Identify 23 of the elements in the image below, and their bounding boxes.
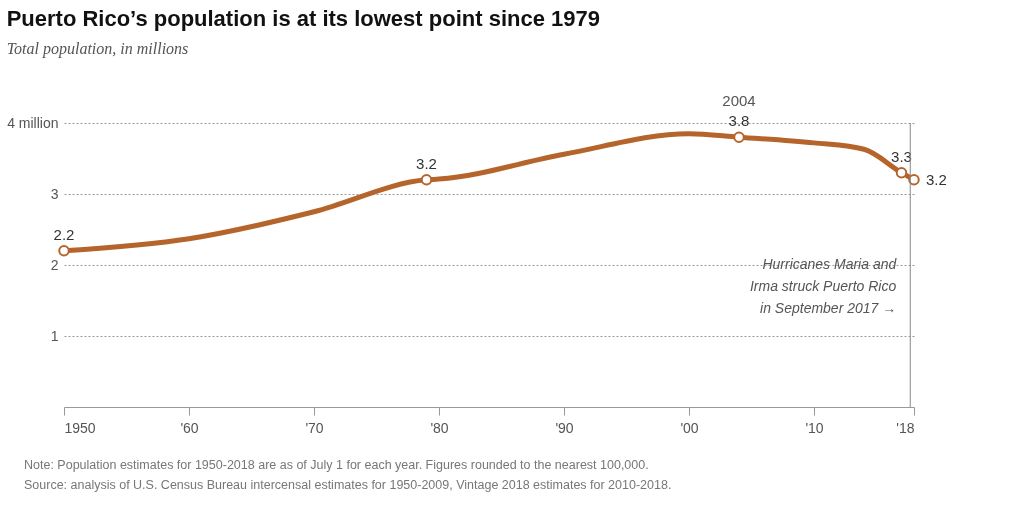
data-label: 3.3 [891,147,912,165]
data-label: 3.2 [926,170,947,188]
data-label: 3.8 [728,112,750,130]
y-tick-label: 2 [50,256,59,273]
x-tick-label: '70 [305,419,324,436]
source-note: Source: analysis of U.S. Census Bureau intercensal estimates for 1950-2009, Vintage 2018 estimates for 2010-2018. [24,478,672,492]
chart-subtitle: Total population, in millions [6,40,189,59]
x-tick-label: '80 [430,419,449,436]
y-tick-label: 3 [50,185,59,202]
x-tick-label: 1950 [64,419,96,436]
ref-line-label: Hurricanes Maria and Irma struck Puerto Rico in September 2017 → [749,256,898,316]
x-tick-label: '60 [180,419,199,436]
x-tick-label: '90 [555,419,574,436]
y-tick-label: 4 million [7,114,59,131]
x-tick-label: '00 [680,419,699,436]
data-label: 3.2 [416,154,437,172]
x-tick-label: '18 [896,419,915,436]
chart-title: Puerto Rico’s population is at its lowest point since 1979 [6,6,600,32]
data-label: 2.2 [53,225,75,243]
y-tick-label: 1 [50,327,59,344]
text: Note: Population estimates for 1950-2018 are as of July 1 for each year. Figures rounded to the nearest 100,000. [24,458,649,472]
annotation: 2004 [722,92,756,110]
x-tick-label: '10 [805,419,824,436]
